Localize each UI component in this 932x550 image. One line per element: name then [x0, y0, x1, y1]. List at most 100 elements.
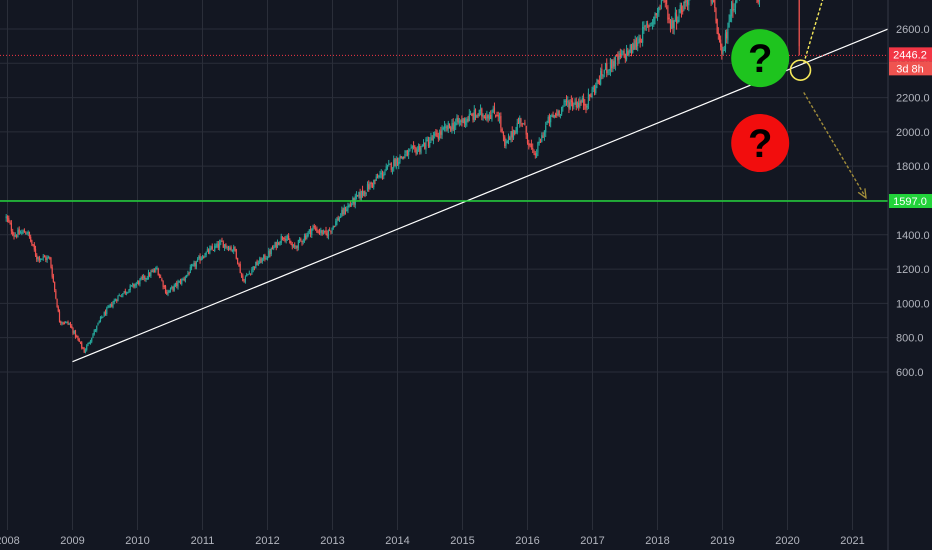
candle-up [411, 146, 413, 149]
candle-down [593, 88, 596, 93]
candle-up [127, 292, 129, 294]
candle-down [376, 177, 379, 179]
candle-up [383, 174, 385, 176]
candle-up [622, 51, 624, 53]
candle-up [14, 235, 16, 237]
candle-down [294, 245, 296, 247]
candle-up [393, 159, 395, 169]
candle-up [46, 257, 48, 261]
x-tick-label: 2008 [0, 535, 20, 547]
candle-down [684, 0, 686, 3]
candle-down [260, 258, 262, 263]
candle-up [573, 105, 575, 107]
candle-up [625, 49, 628, 60]
candle-up [579, 101, 581, 106]
candle-up [257, 263, 259, 265]
candle-up [73, 330, 75, 334]
candle-down [530, 144, 532, 148]
candle-down [58, 311, 61, 322]
candle-down [359, 192, 361, 199]
candle-up [140, 277, 142, 280]
candle-up [107, 306, 109, 309]
projection-arrow[interactable] [803, 0, 830, 64]
candle-down [337, 218, 339, 221]
candle-up [84, 349, 87, 353]
price-axis-panel[interactable] [888, 0, 932, 550]
candle-down [83, 348, 85, 353]
candle-down [487, 114, 489, 118]
candle-down [50, 257, 52, 268]
candle-down [529, 144, 531, 146]
candle-up [722, 50, 724, 53]
candle-up [683, 1, 685, 10]
candle-up [429, 141, 431, 148]
candle-up [322, 230, 324, 235]
candle-up [331, 227, 333, 231]
candle-up [506, 141, 508, 143]
candle-up [458, 120, 461, 124]
candle-up [479, 109, 482, 111]
candle-down [324, 230, 326, 232]
question-mark-icon[interactable] [731, 29, 790, 88]
candle-down [584, 104, 586, 106]
candle-down [611, 59, 613, 69]
candle-up [292, 245, 295, 247]
candle-up [409, 149, 411, 151]
candle-down [38, 257, 40, 261]
candle-down [500, 115, 502, 128]
candle-down [301, 241, 303, 243]
candle-down [32, 244, 34, 246]
candle-down [514, 130, 516, 135]
current-price-label: 2446.2 [893, 49, 927, 61]
candle-up [541, 135, 543, 142]
candle-down [436, 133, 438, 138]
candle-up [122, 293, 124, 296]
candle-up [447, 122, 449, 130]
candle-down [31, 240, 33, 245]
candle-down [119, 295, 122, 297]
candle-down [672, 20, 674, 28]
candle-up [27, 232, 29, 234]
candle-down [582, 98, 585, 106]
candle-down [467, 118, 469, 121]
candle-up [102, 316, 104, 318]
candle-down [364, 192, 366, 195]
projection-arrow[interactable] [803, 92, 866, 197]
current-price-label-bg [889, 47, 932, 62]
candle-up [395, 159, 397, 168]
candle-up [118, 295, 120, 297]
candle-down [116, 299, 118, 301]
candle-down [532, 147, 534, 150]
candle-down [144, 275, 146, 279]
candle-down [668, 17, 670, 20]
candle-down [400, 156, 402, 159]
candle-down [726, 32, 728, 39]
candle-up [553, 115, 555, 118]
candle-up [125, 292, 128, 294]
candle-up [210, 247, 212, 249]
candle-up [87, 342, 89, 347]
candle-up [229, 247, 231, 250]
candle-up [205, 251, 207, 256]
candle-up [109, 303, 112, 307]
candle-up [171, 287, 173, 289]
candle-down [721, 45, 723, 54]
candle-up [99, 317, 102, 321]
candle-up [220, 241, 222, 243]
candle-up [510, 131, 512, 140]
candle-down [368, 184, 370, 189]
candle-up [19, 232, 22, 234]
candle-down [419, 145, 421, 152]
candle-up [634, 40, 636, 50]
candle-up [340, 216, 342, 218]
candle-up [426, 140, 428, 142]
highlight-circle[interactable] [789, 59, 812, 81]
candle-up [150, 271, 152, 277]
question-mark-icon[interactable] [731, 114, 790, 173]
candle-up [468, 114, 470, 122]
candle-up [563, 100, 565, 106]
x-tick-label: 2012 [255, 535, 279, 547]
x-tick-label: 2011 [191, 535, 215, 547]
candle-up [101, 316, 103, 318]
